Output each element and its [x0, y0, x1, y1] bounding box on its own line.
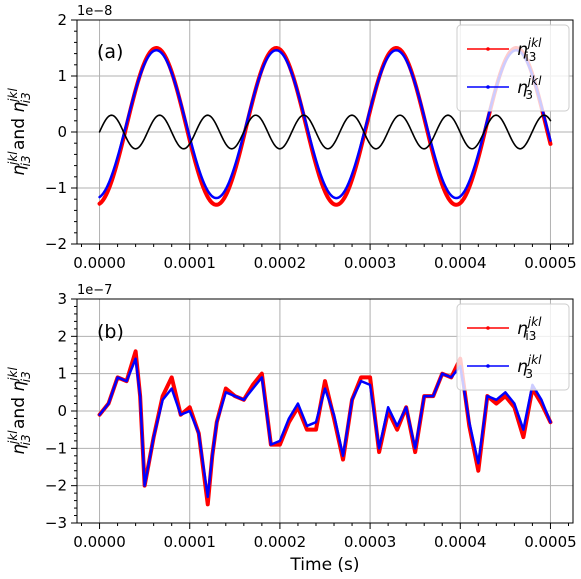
- y-tick-label: −2: [45, 477, 67, 495]
- y-axis-title-b-eta2: η: [9, 381, 29, 392]
- x-tick-label: 0.0002: [254, 533, 307, 551]
- y-axis-title-b-eta1: η: [9, 444, 29, 455]
- x-tick-label: 0.0002: [254, 254, 307, 272]
- legend-sup: jkl: [526, 74, 542, 88]
- y-tick-label: −1: [45, 439, 67, 457]
- x-axis-title: Time (s): [289, 555, 359, 575]
- legend-marker: [486, 47, 490, 51]
- y-tick-label: −1: [45, 179, 67, 197]
- y-axis-title-a-sup1: jkl: [6, 151, 20, 167]
- panel-a-offset-text: 1e−8: [77, 4, 112, 19]
- y-tick-label: −3: [45, 514, 67, 532]
- y-axis-title-b-text: ηjkli3 and ηjkli3: [6, 367, 33, 455]
- series-line-2: [98, 357, 552, 499]
- y-tick-label: −2: [45, 235, 67, 253]
- series-line-3: [98, 114, 552, 150]
- legend-sub: 3: [525, 367, 533, 381]
- panel-a: 0.0000 0.0001 0.0002 0.0003 0.0004 0.0005 −2 −1…: [45, 4, 577, 272]
- legend-sub: i3: [525, 329, 536, 343]
- y-tick-label: 0: [57, 402, 67, 420]
- y-axis-title-a-sub2: i3: [19, 92, 33, 103]
- legend-eta: η: [517, 357, 528, 377]
- legend-entry-2: ηjkl 3: [517, 74, 542, 102]
- legend-box: [456, 303, 570, 391]
- x-tick-label: 0.0000: [73, 254, 126, 272]
- y-axis-title-b-mid: and: [9, 392, 29, 435]
- legend-marker: [486, 364, 490, 368]
- legend-entry-1: ηjkl i3: [517, 315, 542, 343]
- legend-box: [456, 24, 570, 112]
- x-tick-label: 0.0003: [344, 533, 397, 551]
- x-tick-label: 0.0000: [73, 533, 126, 551]
- x-tick-label: 0.0001: [163, 533, 216, 551]
- y-axis-title-b: ηjkli3 and ηjkli3: [6, 367, 33, 455]
- y-tick-label: 2: [57, 11, 67, 29]
- y-axis-title-a-mid: and: [9, 113, 29, 156]
- y-axis-title-b-sup1: jkl: [6, 430, 20, 446]
- legend-sub: i3: [525, 50, 536, 64]
- y-axis-title-b-sub1: i3: [19, 434, 33, 445]
- y-tick-label: 2: [57, 327, 67, 345]
- x-tick-label: 0.0005: [524, 254, 577, 272]
- x-tick-label: 0.0004: [434, 254, 487, 272]
- y-axis-title-a: ηjkli3 and ηjkli3: [6, 88, 33, 176]
- x-tick-label: 0.0003: [344, 254, 397, 272]
- y-axis-title-a-sup2: jkl: [6, 88, 20, 104]
- y-axis-title-b-sup2: jkl: [6, 367, 20, 383]
- panel-a-label: (a): [97, 41, 123, 63]
- legend-sub: 3: [525, 88, 533, 102]
- legend-eta: η: [517, 319, 528, 339]
- x-tick-label: 0.0001: [163, 254, 216, 272]
- y-tick-label: 1: [57, 365, 67, 383]
- legend-sup: jkl: [526, 36, 542, 50]
- y-axis-title-a-text: ηjkli3 and ηjkli3: [6, 88, 33, 176]
- y-axis-title-a-sub1: i3: [19, 155, 33, 166]
- legend-marker: [486, 326, 490, 330]
- legend-eta: η: [517, 40, 528, 60]
- legend-sup: jkl: [526, 353, 542, 367]
- legend-eta: η: [517, 78, 528, 98]
- legend-sup: jkl: [526, 315, 542, 329]
- panel-b-label: (b): [97, 321, 124, 343]
- y-tick-label: 3: [57, 290, 67, 308]
- series-line-2: [98, 49, 552, 200]
- x-tick-label: 0.0004: [434, 533, 487, 551]
- y-tick-label: 1: [57, 67, 67, 85]
- y-tick-label: 0: [57, 123, 67, 141]
- panel-b-series: [97, 349, 553, 507]
- y-axis-title-b-sub2: i3: [19, 371, 33, 382]
- x-tick-label: 0.0005: [524, 533, 577, 551]
- panel-b-offset-text: 1e−7: [77, 283, 112, 298]
- panel-a-series: [97, 46, 553, 207]
- legend-entry-1: ηjkl i3: [517, 36, 542, 64]
- y-axis-title-a-eta1: η: [9, 165, 29, 176]
- y-axis-title-a-eta2: η: [9, 102, 29, 113]
- panel-b-ticks: 0.0000 0.0001 0.0002 0.0003 0.0004 0.0005 −3 −2…: [45, 290, 577, 551]
- panel-b: 0.0000 0.0001 0.0002 0.0003 0.0004 0.0005 −3 −2…: [45, 283, 577, 551]
- legend-marker: [486, 85, 490, 89]
- panel-a-ticks: 0.0000 0.0001 0.0002 0.0003 0.0004 0.0005 −2 −1…: [45, 11, 577, 272]
- legend-entry-2: ηjkl 3: [517, 353, 542, 381]
